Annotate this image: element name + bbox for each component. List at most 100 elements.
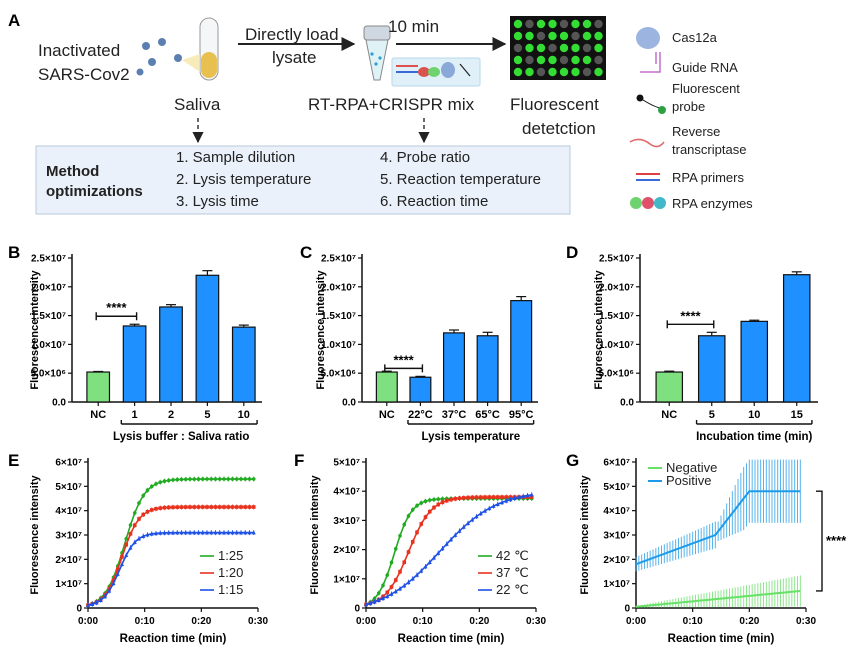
y-tick-label: 2.5×10⁷ [599,254,634,265]
lysate-label: lysate [272,48,316,67]
y-axis-label: Fluorescence intensity [579,475,591,595]
x-tick-label: 0:30 [796,616,816,627]
panel-g: G 0 1×10⁷ 2×10⁷ 3×10⁷ 4×10⁷ 5×10⁷ 6×10⁷ 0:00 0:10… [566,451,847,645]
legend-cas12a: Cas12a [672,30,718,45]
method-box [35,145,571,215]
x-tick-label: 5 [204,409,210,421]
bar-37°C [442,332,466,403]
x-tick-label: NC [379,409,395,421]
y-tick-label: 5.0×10⁶ [599,369,634,380]
method-title-1: Method [46,163,99,180]
x-tick-label: 10 [238,409,250,421]
y-tick-label: 5×10⁷ [55,482,82,493]
y-tick-label: 1.0×10⁷ [31,340,66,351]
saliva-tube-icon [182,17,219,81]
legend-label: 42 ℃ [496,548,529,563]
y-tick-label: 2.0×10⁷ [321,282,356,293]
legend-probe-2: probe [672,99,705,114]
panel-letter: G [566,451,579,470]
y-axis-label: Fluorescence intensity [29,475,41,595]
y-tick-label: 2.5×10⁷ [31,254,66,265]
fluor-label-1: Fluorescent [510,95,599,114]
bar-15 [782,274,811,403]
y-tick-label: 0.0 [620,398,634,409]
bar-5 [697,335,726,403]
reaction-tube-icon [363,25,391,81]
y-tick-label: 5×10⁷ [333,458,360,469]
y-tick-label: 3×10⁷ [603,531,630,542]
legend-probe-1: Fluorescent [672,81,740,96]
x-axis-label: Reaction time (min) [398,633,505,645]
y-tick-label: 1.5×10⁷ [599,311,634,322]
panel-b: B 0.0 5.0×10⁶ 1.0×10⁷ 1.5×10⁷ 2.0×10⁷ 2.5×10⁷ F… [8,243,262,443]
panel-letter: C [300,243,312,262]
plate-icon [510,16,606,80]
legend-guide-rna: Guide RNA [672,60,738,75]
y-tick-label: 5.0×10⁶ [321,369,356,380]
y-axis-label: Fluorescence intensity [29,270,41,390]
virus-label: SARS-Cov2 [38,65,130,84]
legend-enzymes: RPA enzymes [672,196,753,211]
y-tick-label: 0 [624,604,630,615]
panel-e: E 0 1×10⁷ 2×10⁷ 3×10⁷ 4×10⁷ 5×10⁷ 6×10⁷ 0:00 0:10… [8,451,268,645]
x-tick-label: 0:30 [248,616,268,627]
legend-label: 37 ℃ [496,565,529,580]
panel-a-letter: A [8,11,20,30]
panel-letter: F [294,451,304,470]
guide-rna-icon [640,52,661,73]
x-tick-label: 37°C [442,409,467,421]
legend-label: 1:25 [218,548,243,563]
y-tick-label: 5.0×10⁶ [31,369,66,380]
mix-label: RT-RPA+CRISPR mix [308,95,475,114]
panel-c: C 0.0 5.0×10⁶ 1.0×10⁷ 1.5×10⁷ 2.0×10⁷ 2.5×10⁷ F… [300,243,538,443]
x-axis-label: Lysis temperature [421,431,520,443]
bar-1 [122,325,147,403]
panel-d: D 0.0 5.0×10⁶ 1.0×10⁷ 1.5×10⁷ 2.0×10⁷ 2.5×10⁷ F… [566,243,818,443]
method-item: 5. Reaction temperature [380,171,541,188]
significance-label: **** [393,352,414,367]
component-legend: Cas12a Guide RNA Fluorescent probe Rever… [629,27,753,211]
panel-letter: D [566,243,578,262]
series-line-2 [365,496,532,606]
y-tick-label: 4×10⁷ [55,506,82,517]
series-line-3 [365,493,532,606]
x-axis-label: Reaction time (min) [120,633,227,645]
x-tick-label: 15 [791,409,803,421]
sig-bracket [816,490,823,592]
legend-rt-1: Reverse [672,124,720,139]
x-tick-label: 0:20 [739,616,759,627]
enzyme-icon [630,197,642,209]
legend-primers: RPA primers [672,170,744,185]
x-tick-label: NC [90,409,106,421]
y-tick-label: 5×10⁷ [603,482,630,493]
y-tick-label: 0 [76,604,82,615]
panel-letter: E [8,451,19,470]
x-tick-label: NC [661,409,677,421]
x-tick-label: 0:10 [135,616,155,627]
bar-95°C [510,300,533,403]
x-tick-label: 0:20 [191,616,211,627]
panel-letter: B [8,243,20,262]
method-item: 6. Reaction time [380,193,488,210]
significance-label: **** [680,308,701,323]
series-line-1 [365,497,532,606]
y-tick-label: 4×10⁷ [333,487,360,498]
legend-label: 22 ℃ [496,582,529,597]
y-tick-label: 2×10⁷ [55,555,82,566]
y-tick-label: 0.0 [52,398,66,409]
x-tick-label: 5 [709,409,715,421]
panel-f: F 0 1×10⁷ 2×10⁷ 3×10⁷ 4×10⁷ 5×10⁷ 0:00 0:10 0:20 0… [294,451,546,645]
method-item: 3. Lysis time [176,193,259,210]
y-tick-label: 2×10⁷ [333,545,360,556]
legend-label: Positive [666,473,712,488]
series-line-negative [635,589,801,608]
y-tick-label: 1.5×10⁷ [31,311,66,322]
mix-box-icon [391,57,481,87]
y-tick-label: 3×10⁷ [55,531,82,542]
x-tick-label: 0:00 [78,616,98,627]
x-tick-label: 0:30 [526,616,546,627]
x-tick-label: 0:10 [413,616,433,627]
bar-2 [159,306,183,403]
bar-NC [655,371,684,403]
